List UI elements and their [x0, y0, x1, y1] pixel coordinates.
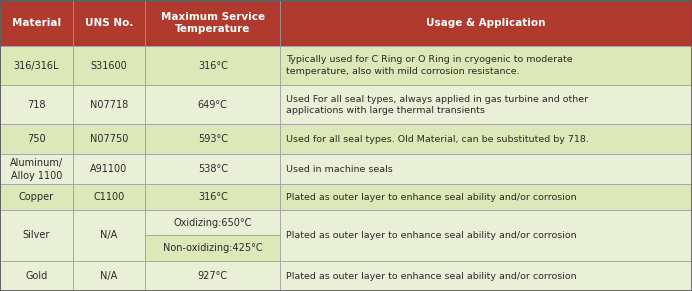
Bar [73, 0, 145, 46]
Bar [280, 154, 692, 184]
Text: Material: Material [12, 18, 61, 28]
Text: C1100: C1100 [93, 192, 125, 202]
Text: Used for all seal types. Old Material, can be substituted by 718.: Used for all seal types. Old Material, c… [286, 135, 589, 144]
Bar [73, 210, 145, 261]
Bar [145, 0, 280, 46]
Bar [73, 261, 145, 291]
Text: Gold: Gold [25, 271, 48, 281]
Text: Usage & Application: Usage & Application [426, 18, 546, 28]
Text: S31600: S31600 [91, 61, 127, 71]
Text: Aluminum/
Alloy 1100: Aluminum/ Alloy 1100 [10, 158, 63, 181]
Text: Plated as outer layer to enhance seal ability and/or corrosion: Plated as outer layer to enhance seal ab… [286, 272, 576, 281]
Text: Non-oxidizing:425°C: Non-oxidizing:425°C [163, 243, 262, 253]
Bar [0, 261, 73, 291]
Text: Oxidizing:650°C: Oxidizing:650°C [174, 218, 252, 228]
Text: Copper: Copper [19, 192, 54, 202]
Text: Maximum Service
Temperature: Maximum Service Temperature [161, 12, 265, 34]
Text: 316°C: 316°C [198, 192, 228, 202]
Bar [145, 124, 280, 154]
Text: 316°C: 316°C [198, 61, 228, 71]
Text: N07718: N07718 [90, 100, 128, 110]
Text: UNS No.: UNS No. [85, 18, 133, 28]
Bar [145, 46, 280, 85]
Bar [73, 46, 145, 85]
Bar [73, 124, 145, 154]
Bar [73, 184, 145, 210]
Text: A91100: A91100 [91, 164, 127, 174]
Bar [145, 235, 280, 261]
Bar [280, 261, 692, 291]
Bar [280, 124, 692, 154]
Bar [145, 154, 280, 184]
Bar [0, 46, 73, 85]
Text: Plated as outer layer to enhance seal ability and/or corrosion: Plated as outer layer to enhance seal ab… [286, 193, 576, 202]
Bar [280, 184, 692, 210]
Text: 927°C: 927°C [198, 271, 228, 281]
Text: 718: 718 [27, 100, 46, 110]
Bar [73, 85, 145, 124]
Text: 649°C: 649°C [198, 100, 228, 110]
Text: N/A: N/A [100, 271, 118, 281]
Bar [0, 210, 73, 261]
Bar [280, 210, 692, 261]
Text: 750: 750 [27, 134, 46, 144]
Bar [280, 46, 692, 85]
Bar [145, 210, 280, 235]
Bar [280, 0, 692, 46]
Bar [145, 85, 280, 124]
Text: 593°C: 593°C [198, 134, 228, 144]
Bar [0, 184, 73, 210]
Bar [145, 184, 280, 210]
Bar [73, 154, 145, 184]
Text: Used For all seal types, always applied in gas turbine and other
applications wi: Used For all seal types, always applied … [286, 95, 588, 115]
Text: Plated as outer layer to enhance seal ability and/or corrosion: Plated as outer layer to enhance seal ab… [286, 231, 576, 240]
Bar [280, 85, 692, 124]
Text: Typically used for C Ring or O Ring in cryogenic to moderate
temperature, also w: Typically used for C Ring or O Ring in c… [286, 55, 572, 76]
Bar [0, 0, 73, 46]
Bar [0, 124, 73, 154]
Bar [0, 154, 73, 184]
Text: 316/316L: 316/316L [14, 61, 59, 71]
Bar [0, 85, 73, 124]
Bar [145, 261, 280, 291]
Text: 538°C: 538°C [198, 164, 228, 174]
Text: N07750: N07750 [90, 134, 128, 144]
Text: N/A: N/A [100, 230, 118, 240]
Text: Silver: Silver [23, 230, 50, 240]
Text: Used in machine seals: Used in machine seals [286, 165, 392, 174]
